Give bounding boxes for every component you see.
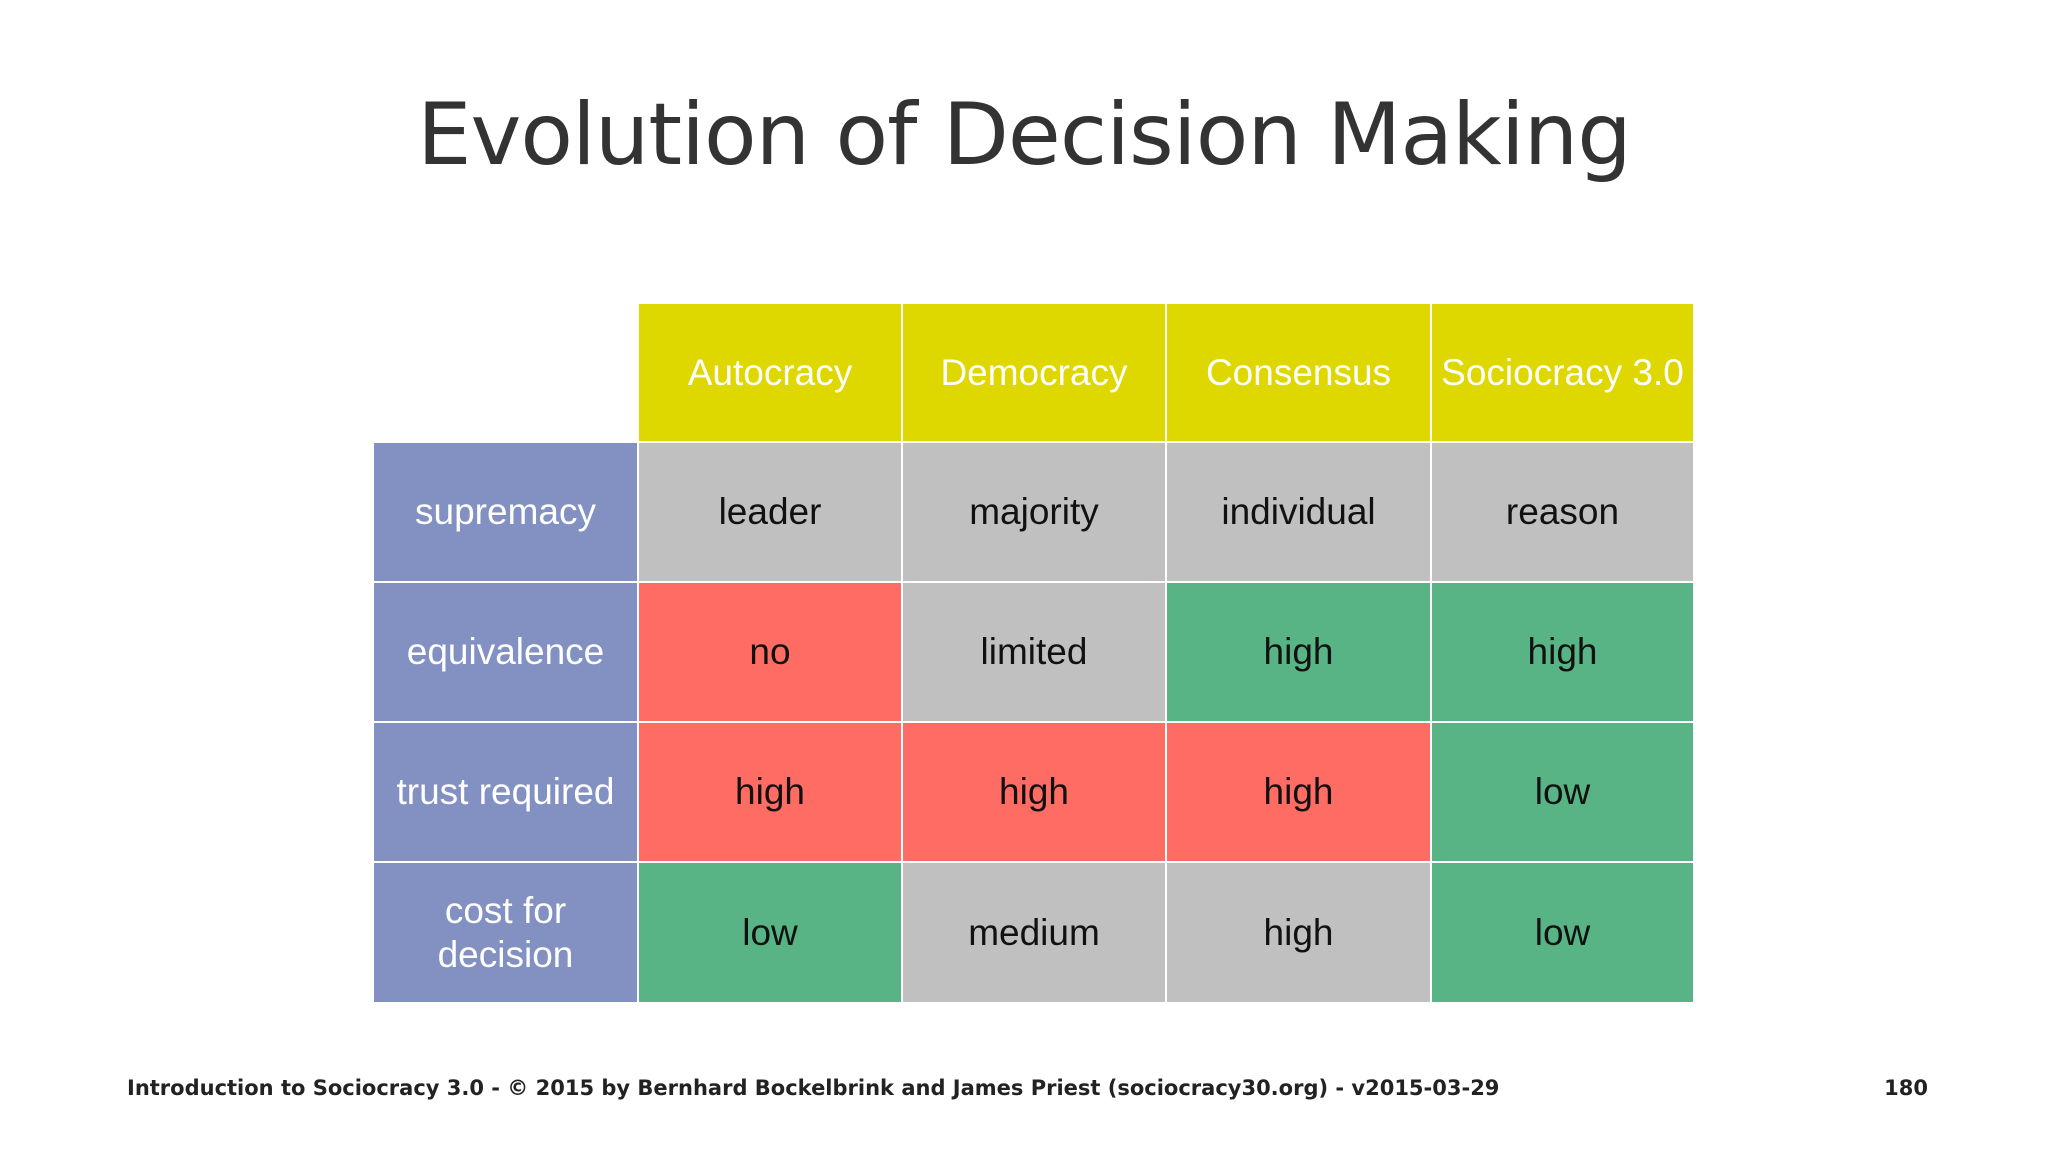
table-cell: high	[1431, 582, 1694, 722]
row-header-supremacy: supremacy	[373, 442, 638, 582]
column-header-consensus: Consensus	[1166, 303, 1431, 442]
row-header-cost-for-decision: cost for decision	[373, 862, 638, 1003]
column-header-sociocracy: Sociocracy 3.0	[1431, 303, 1694, 442]
footer-credit: Introduction to Sociocracy 3.0 - © 2015 …	[127, 1076, 1500, 1100]
table-cell: low	[1431, 722, 1694, 862]
table-corner	[373, 303, 638, 442]
table-cell: high	[902, 722, 1166, 862]
decision-making-table: Autocracy Democracy Consensus Sociocracy…	[373, 303, 1694, 1003]
table-cell: reason	[1431, 442, 1694, 582]
table-cell: high	[1166, 722, 1431, 862]
table-cell: individual	[1166, 442, 1431, 582]
column-header-democracy: Democracy	[902, 303, 1166, 442]
table-cell: low	[1431, 862, 1694, 1003]
table-cell: majority	[902, 442, 1166, 582]
slide-title: Evolution of Decision Making	[417, 85, 1632, 185]
table-cell: high	[638, 722, 902, 862]
column-header-autocracy: Autocracy	[638, 303, 902, 442]
row-header-trust-required: trust required	[373, 722, 638, 862]
table-cell: medium	[902, 862, 1166, 1003]
table-cell: high	[1166, 582, 1431, 722]
row-header-equivalence: equivalence	[373, 582, 638, 722]
table-cell: high	[1166, 862, 1431, 1003]
table-cell: limited	[902, 582, 1166, 722]
page-number: 180	[1884, 1076, 1928, 1100]
table-cell: no	[638, 582, 902, 722]
table-cell: low	[638, 862, 902, 1003]
table-cell: leader	[638, 442, 902, 582]
